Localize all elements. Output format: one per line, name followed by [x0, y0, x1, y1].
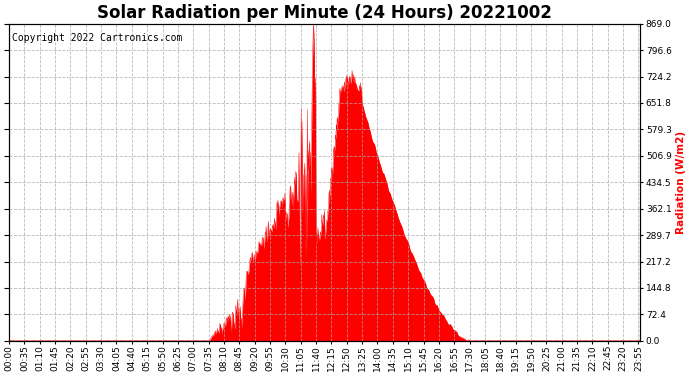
Title: Solar Radiation per Minute (24 Hours) 20221002: Solar Radiation per Minute (24 Hours) 20…	[97, 4, 552, 22]
Text: Copyright 2022 Cartronics.com: Copyright 2022 Cartronics.com	[12, 33, 183, 43]
Y-axis label: Radiation (W/m2): Radiation (W/m2)	[676, 131, 686, 234]
